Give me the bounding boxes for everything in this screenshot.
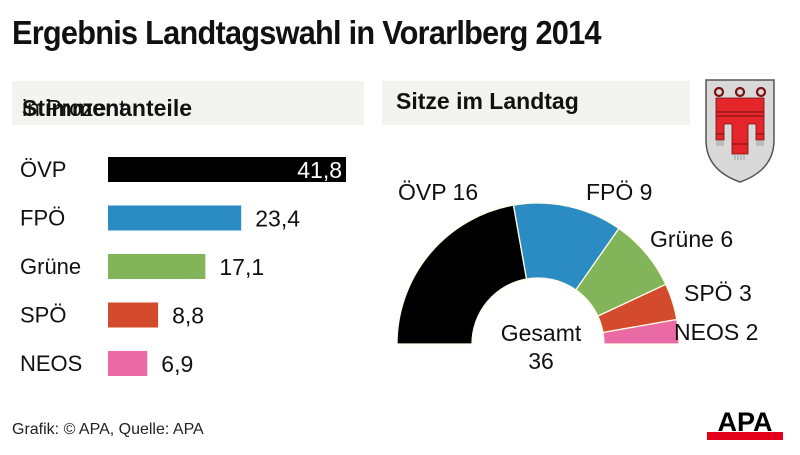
seats-heading-text: Sitze im Landtag [396, 88, 579, 114]
vote-share-heading-unit: in Prozent [22, 95, 126, 121]
apa-logo-bar [707, 432, 783, 440]
seat-label: SPÖ 3 [684, 280, 752, 306]
bar-category-label: Grüne [20, 254, 81, 279]
bar-2 [108, 205, 242, 231]
seat-segment-5 [602, 318, 680, 345]
bar-category-label: SPÖ [20, 303, 66, 328]
seat-label: FPÖ 9 [586, 179, 652, 205]
seat-segment-1 [396, 204, 528, 345]
apa-logo: APA [707, 407, 783, 440]
seat-total-label: Gesamt [501, 320, 582, 346]
seat-label: NEOS 2 [674, 319, 758, 345]
seat-label: Grüne 6 [650, 226, 733, 252]
source-credit: Grafik: © APA, Quelle: APA [12, 421, 204, 438]
bar-value-label: 17,1 [219, 254, 264, 280]
vote-share-heading: Stimmenanteile in Prozent [12, 81, 364, 125]
bar-value-label: 23,4 [255, 206, 300, 232]
bar-1 [108, 157, 346, 182]
bar-value-label: 41,8 [297, 157, 342, 183]
bar-category-label: NEOS [20, 351, 82, 376]
bar-category-label: ÖVP [20, 157, 66, 182]
vorarlberg-coat-of-arms-icon [705, 79, 775, 183]
seat-total-value: 36 [528, 348, 554, 374]
bar-3 [108, 254, 206, 279]
vote-share-bar-chart: ÖVP 41,8 FPÖ 23,4 Grüne 17,1 SPÖ 8,8 NEOS 6,9 [20, 157, 346, 377]
bar-5 [108, 351, 148, 376]
bar-4 [108, 302, 159, 328]
seats-heading: Sitze im Landtag [382, 81, 690, 125]
seat-label: ÖVP 16 [398, 179, 478, 205]
vote-share-heading-bold: Stimmenanteile [22, 95, 192, 121]
page-title: Ergebnis Landtagswahl in Vorarlberg 2014 [12, 14, 602, 51]
bar-category-label: FPÖ [20, 206, 65, 231]
bar-value-label: 6,9 [161, 351, 193, 377]
bar-value-label: 8,8 [172, 303, 204, 329]
